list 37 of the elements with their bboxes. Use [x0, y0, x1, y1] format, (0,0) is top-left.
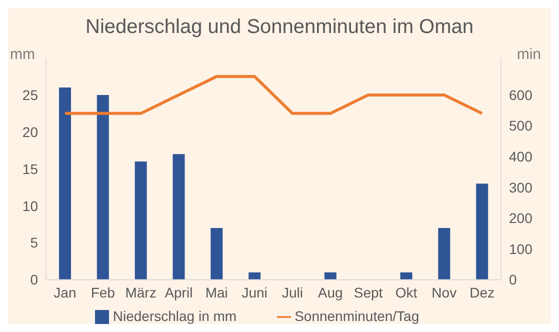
y-tick-label: 10 [22, 198, 38, 214]
y-tick-label: 25 [22, 86, 38, 103]
y-tick-label: 20 [22, 124, 38, 140]
x-tick-label: Sept [354, 284, 383, 301]
legend-label: Niederschlag in mm [112, 308, 237, 324]
legend-label: Sonnenminuten/Tag [294, 308, 420, 324]
y2-tick-label: 400 [509, 148, 533, 165]
x-tick-label: Nov [432, 284, 457, 301]
bar [438, 228, 450, 280]
bar [476, 184, 488, 280]
y2-tick-label: 500 [509, 118, 533, 134]
x-tick-label: Feb [90, 284, 116, 301]
x-tick-label: Mai [205, 284, 228, 301]
x-tick-label: Jan [54, 284, 76, 301]
bar [134, 161, 147, 280]
y-tick-label: 5 [30, 234, 38, 251]
y2-tick-label: 100 [509, 240, 533, 257]
x-tick-label: März [125, 284, 156, 301]
x-tick-label: April [164, 284, 193, 301]
y2-tick-label: 300 [509, 179, 533, 196]
y2-tick-label: 0 [509, 272, 517, 288]
y-tick-label: 15 [22, 160, 38, 177]
x-tick-label: Okt [395, 284, 418, 301]
x-tick-label: Juli [282, 284, 303, 301]
bar [96, 94, 109, 280]
y-tick-label: 0 [30, 272, 38, 288]
y-axis-title: mm [10, 46, 35, 63]
y2-axis-title: min [516, 46, 541, 63]
bar [210, 228, 223, 280]
x-tick-label: Juni [242, 284, 268, 301]
bar [59, 88, 71, 280]
bar [172, 154, 185, 280]
chart-title: Niederschlag und Sonnenminuten im Oman [84, 16, 474, 39]
x-tick-label: Aug [318, 284, 343, 301]
y2-tick-label: 200 [509, 210, 533, 226]
x-tick-label: Dez [470, 284, 494, 301]
y2-tick-label: 600 [509, 86, 533, 103]
